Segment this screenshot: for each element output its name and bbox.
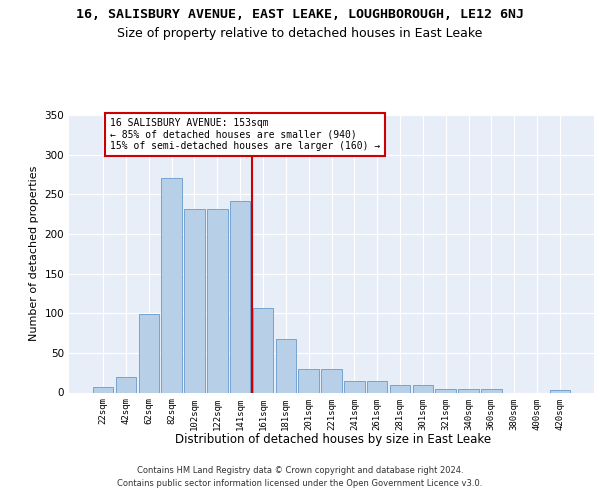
Bar [161, 178, 182, 392]
Bar [321, 368, 342, 392]
Bar [275, 338, 296, 392]
Bar [367, 382, 388, 392]
Bar [390, 384, 410, 392]
Bar [344, 382, 365, 392]
Text: Size of property relative to detached houses in East Leake: Size of property relative to detached ho… [118, 28, 482, 40]
Bar [458, 390, 479, 392]
Bar [207, 208, 227, 392]
Text: Contains HM Land Registry data © Crown copyright and database right 2024.
Contai: Contains HM Land Registry data © Crown c… [118, 466, 482, 487]
Text: Distribution of detached houses by size in East Leake: Distribution of detached houses by size … [175, 432, 491, 446]
Bar [436, 390, 456, 392]
Text: 16, SALISBURY AVENUE, EAST LEAKE, LOUGHBOROUGH, LE12 6NJ: 16, SALISBURY AVENUE, EAST LEAKE, LOUGHB… [76, 8, 524, 20]
Text: 16 SALISBURY AVENUE: 153sqm
← 85% of detached houses are smaller (940)
15% of se: 16 SALISBURY AVENUE: 153sqm ← 85% of det… [110, 118, 380, 152]
Bar [413, 384, 433, 392]
Bar [298, 368, 319, 392]
Bar [230, 202, 250, 392]
Bar [139, 314, 159, 392]
Bar [116, 378, 136, 392]
Bar [481, 390, 502, 392]
Bar [184, 208, 205, 392]
Y-axis label: Number of detached properties: Number of detached properties [29, 166, 39, 342]
Bar [93, 387, 113, 392]
Bar [253, 308, 273, 392]
Bar [550, 390, 570, 392]
